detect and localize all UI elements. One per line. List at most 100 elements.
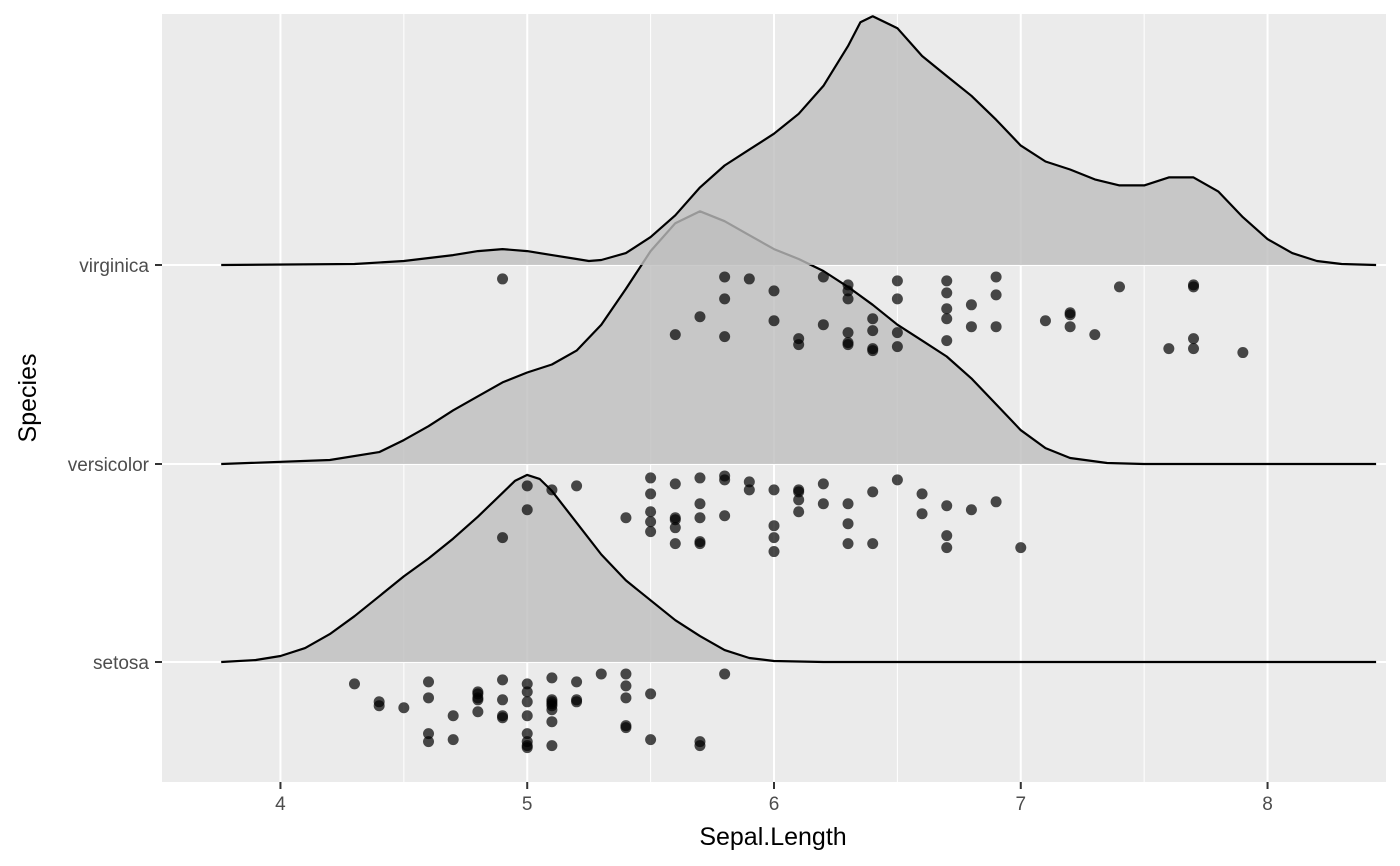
data-point — [1163, 343, 1174, 354]
data-point — [892, 275, 903, 286]
data-point — [448, 710, 459, 721]
data-point — [719, 474, 730, 485]
data-point — [818, 271, 829, 282]
data-point — [843, 498, 854, 509]
data-point — [522, 696, 533, 707]
data-point — [867, 486, 878, 497]
x-tick-label: 6 — [769, 794, 780, 815]
data-point — [645, 734, 656, 745]
data-point — [769, 546, 780, 557]
data-point — [1188, 281, 1199, 292]
data-point — [892, 341, 903, 352]
data-point — [522, 742, 533, 753]
data-point — [1040, 315, 1051, 326]
data-point — [941, 530, 952, 541]
data-point — [546, 484, 557, 495]
data-point — [571, 480, 582, 491]
data-point — [522, 686, 533, 697]
data-point — [769, 285, 780, 296]
data-point — [818, 478, 829, 489]
data-point — [818, 498, 829, 509]
data-point — [867, 325, 878, 336]
data-point — [966, 299, 977, 310]
data-point — [941, 335, 952, 346]
data-point — [719, 331, 730, 342]
data-point — [941, 303, 952, 314]
data-point — [546, 672, 557, 683]
data-point — [843, 327, 854, 338]
data-point — [349, 678, 360, 689]
data-point — [694, 512, 705, 523]
data-point — [596, 668, 607, 679]
y-axis-title: Species — [14, 354, 42, 443]
data-point — [423, 692, 434, 703]
x-axis-title: Sepal.Length — [699, 823, 846, 851]
data-point — [991, 289, 1002, 300]
data-point — [917, 488, 928, 499]
data-point — [744, 484, 755, 495]
data-point — [917, 508, 928, 519]
data-point — [546, 704, 557, 715]
data-point — [497, 532, 508, 543]
data-point — [1114, 281, 1125, 292]
data-point — [843, 538, 854, 549]
data-point — [620, 722, 631, 733]
data-point — [546, 716, 557, 727]
data-point — [1065, 309, 1076, 320]
data-point — [1089, 329, 1100, 340]
data-point — [670, 329, 681, 340]
data-point — [497, 273, 508, 284]
data-point — [719, 668, 730, 679]
data-point — [892, 327, 903, 338]
data-point — [843, 518, 854, 529]
x-axis: 4 5 6 7 8 — [275, 782, 1273, 815]
data-point — [472, 706, 483, 717]
data-point — [522, 504, 533, 515]
data-point — [991, 321, 1002, 332]
y-axis: setosa versicolor virginica — [68, 256, 162, 674]
data-point — [620, 512, 631, 523]
data-point — [620, 692, 631, 703]
data-point — [1188, 343, 1199, 354]
data-point — [497, 694, 508, 705]
data-point — [867, 313, 878, 324]
data-point — [867, 538, 878, 549]
data-point — [867, 345, 878, 356]
y-tick-label: virginica — [79, 256, 149, 277]
data-point — [843, 339, 854, 350]
data-point — [769, 315, 780, 326]
data-point — [620, 668, 631, 679]
data-point — [843, 293, 854, 304]
data-point — [991, 271, 1002, 282]
data-point — [571, 696, 582, 707]
data-point — [769, 520, 780, 531]
data-point — [793, 339, 804, 350]
data-point — [546, 740, 557, 751]
data-point — [941, 542, 952, 553]
data-point — [941, 500, 952, 511]
data-point — [719, 510, 730, 521]
data-point — [670, 478, 681, 489]
data-point — [719, 293, 730, 304]
data-point — [398, 702, 409, 713]
data-point — [620, 680, 631, 691]
data-point — [522, 710, 533, 721]
data-point — [645, 516, 656, 527]
data-point — [1237, 347, 1248, 358]
data-point — [423, 736, 434, 747]
data-point — [719, 271, 730, 282]
data-point — [1015, 542, 1026, 553]
data-point — [793, 494, 804, 505]
data-point — [694, 740, 705, 751]
y-tick-label: setosa — [93, 653, 149, 674]
data-point — [966, 321, 977, 332]
data-point — [423, 676, 434, 687]
data-point — [793, 506, 804, 517]
y-tick-label: versicolor — [68, 455, 150, 476]
data-point — [769, 484, 780, 495]
data-point — [448, 734, 459, 745]
data-point — [1188, 333, 1199, 344]
data-point — [744, 273, 755, 284]
data-point — [645, 488, 656, 499]
